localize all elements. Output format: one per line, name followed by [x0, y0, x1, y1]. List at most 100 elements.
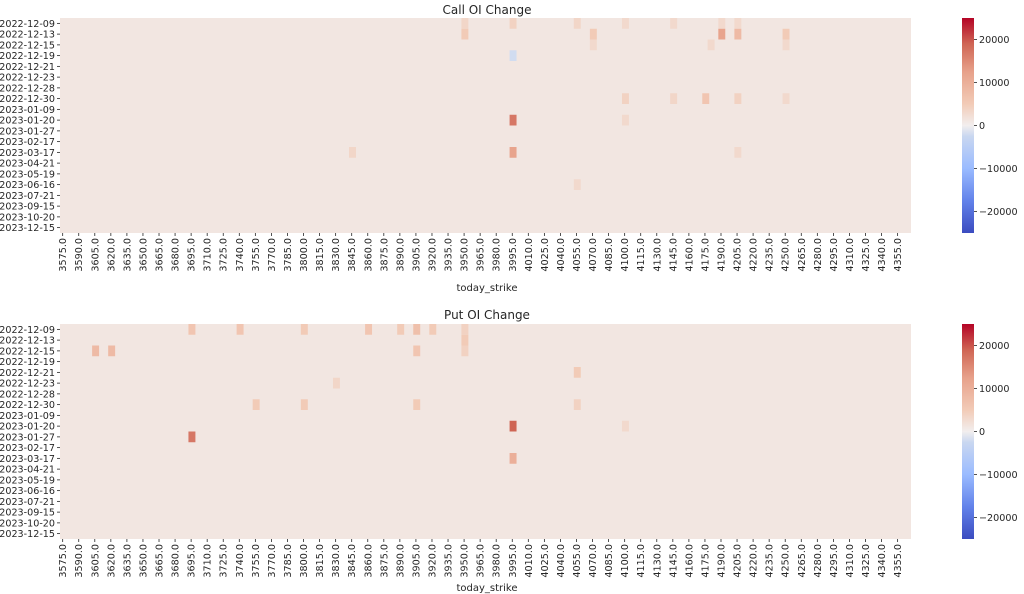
- x-tick-label: 3770.0: [267, 544, 278, 578]
- y-tick-label: 2022-12-15: [0, 40, 55, 51]
- x-tick-label: 3920.0: [427, 238, 438, 272]
- x-tick-label: 4310.0: [845, 544, 856, 578]
- x-tick-label: 3980.0: [492, 238, 503, 272]
- x-tick-label: 4115.0: [636, 544, 647, 578]
- y-tick-label: 2023-04-21: [0, 465, 55, 476]
- x-tick-label: 4070.0: [588, 238, 599, 272]
- heatmap-cells: [60, 18, 911, 233]
- heatmap-cell: [589, 28, 597, 40]
- heatmap-cell: [734, 28, 742, 40]
- y-tick-label: 2023-07-21: [0, 191, 55, 202]
- x-tick-label: 3965.0: [476, 238, 487, 272]
- x-tick-label: 3710.0: [203, 238, 214, 272]
- heatmap-cell: [734, 147, 742, 158]
- colorbar-tick-label: −10000: [979, 164, 1018, 175]
- x-tick-label: 3845.0: [347, 238, 358, 272]
- x-tick-label: 3920.0: [427, 544, 438, 578]
- x-tick-label: 3890.0: [395, 238, 406, 272]
- heatmap-cell: [509, 18, 517, 29]
- y-tick-label: 2022-12-23: [0, 379, 55, 390]
- x-tick-label: 3680.0: [171, 238, 182, 272]
- heatmap-cell: [397, 324, 405, 335]
- y-tick-label: 2022-12-28: [0, 389, 55, 400]
- x-tick-label: 3980.0: [492, 544, 503, 578]
- x-tick-label: 4115.0: [636, 238, 647, 272]
- x-tick-label: 3995.0: [508, 544, 519, 578]
- y-tick-label: 2023-12-15: [0, 529, 55, 540]
- x-tick-label: 4040.0: [556, 544, 567, 578]
- y-tick-label: 2023-06-16: [0, 180, 55, 191]
- x-tick-label: 3605.0: [90, 544, 101, 578]
- heatmap-cells: [60, 324, 911, 539]
- y-axis-ticks: 2022-12-092022-12-132022-12-152022-12-19…: [0, 19, 60, 234]
- x-tick-label: 4235.0: [765, 544, 776, 578]
- x-tick-label: 3995.0: [508, 238, 519, 272]
- y-tick-label: 2022-12-13: [0, 336, 55, 347]
- y-tick-label: 2023-09-15: [0, 508, 55, 519]
- x-tick-label: 4055.0: [572, 238, 583, 272]
- x-tick-label: 4220.0: [749, 544, 760, 578]
- y-tick-label: 2023-03-17: [0, 148, 55, 159]
- y-tick-label: 2023-04-21: [0, 159, 55, 170]
- heatmap-cell: [300, 399, 308, 410]
- y-tick-label: 2022-12-28: [0, 83, 55, 94]
- heatmap-cell: [252, 399, 260, 410]
- y-tick-label: 2023-02-17: [0, 137, 55, 148]
- x-tick-label: 3755.0: [251, 238, 262, 272]
- x-tick-label: 3725.0: [219, 544, 230, 578]
- chart-title: Call OI Change: [443, 3, 532, 17]
- y-tick-label: 2023-01-20: [0, 422, 55, 433]
- heatmap-cell: [365, 324, 373, 335]
- x-tick-label: 4355.0: [893, 544, 904, 578]
- heatmap-cell: [670, 93, 678, 104]
- y-tick-label: 2022-12-09: [0, 325, 55, 336]
- x-axis-ticks: 3575.0 3590.0 3605.0 3620.0 3635.0 3650.0 3665…: [58, 539, 904, 578]
- x-tick-label: 4025.0: [540, 544, 551, 578]
- x-tick-label: 3800.0: [299, 238, 310, 272]
- heatmap-cell: [509, 50, 517, 61]
- heatmap-cell: [782, 93, 790, 104]
- y-tick-label: 2022-12-15: [0, 346, 55, 357]
- x-tick-label: 4010.0: [524, 238, 535, 272]
- x-tick-label: 3635.0: [122, 238, 133, 272]
- x-tick-label: 4250.0: [781, 544, 792, 578]
- x-tick-label: 3620.0: [106, 544, 117, 578]
- y-tick-label: 2022-12-21: [0, 62, 55, 73]
- heatmap-cell: [782, 39, 790, 51]
- y-tick-label: 2023-01-09: [0, 105, 55, 116]
- colorbar-tick-label: −20000: [979, 207, 1018, 218]
- heatmap-cell: [509, 114, 517, 126]
- x-tick-label: 4340.0: [877, 238, 888, 272]
- heatmap-cell: [621, 18, 629, 29]
- y-tick-label: 2023-12-15: [0, 223, 55, 234]
- heatmap-cell: [782, 28, 790, 40]
- y-tick-label: 2022-12-30: [0, 400, 55, 411]
- y-tick-label: 2023-03-17: [0, 454, 55, 465]
- x-tick-label: 4130.0: [652, 238, 663, 272]
- x-tick-label: 4010.0: [524, 544, 535, 578]
- y-tick-label: 2023-06-16: [0, 486, 55, 497]
- x-tick-label: 4175.0: [700, 544, 711, 578]
- heatmap-cell: [300, 324, 308, 335]
- x-tick-label: 3830.0: [331, 238, 342, 272]
- y-tick-label: 2022-12-23: [0, 73, 55, 84]
- y-tick-label: 2022-12-09: [0, 19, 55, 30]
- x-tick-label: 3710.0: [203, 544, 214, 578]
- heatmap-cell: [108, 345, 116, 357]
- heatmap-cell: [621, 420, 629, 432]
- colorbar-tick-label: 10000: [979, 78, 1010, 89]
- x-tick-label: 4070.0: [588, 544, 599, 578]
- chart-title: Put OI Change: [444, 308, 530, 322]
- heatmap-cell: [573, 399, 581, 410]
- heatmap-cell: [573, 367, 581, 378]
- heatmap-cell: [188, 431, 196, 443]
- put-oi-heatmap-panel: Put OI Change 2022-12-092022-12-132022-1…: [0, 308, 1018, 594]
- x-tick-label: 3845.0: [347, 544, 358, 578]
- x-tick-label: 3815.0: [315, 544, 326, 578]
- x-tick-label: 4145.0: [668, 544, 679, 578]
- x-tick-label: 3665.0: [155, 238, 166, 272]
- x-tick-label: 4190.0: [717, 544, 728, 578]
- heatmap-cell: [429, 324, 437, 335]
- x-tick-label: 3695.0: [187, 238, 198, 272]
- y-tick-label: 2023-09-15: [0, 202, 55, 213]
